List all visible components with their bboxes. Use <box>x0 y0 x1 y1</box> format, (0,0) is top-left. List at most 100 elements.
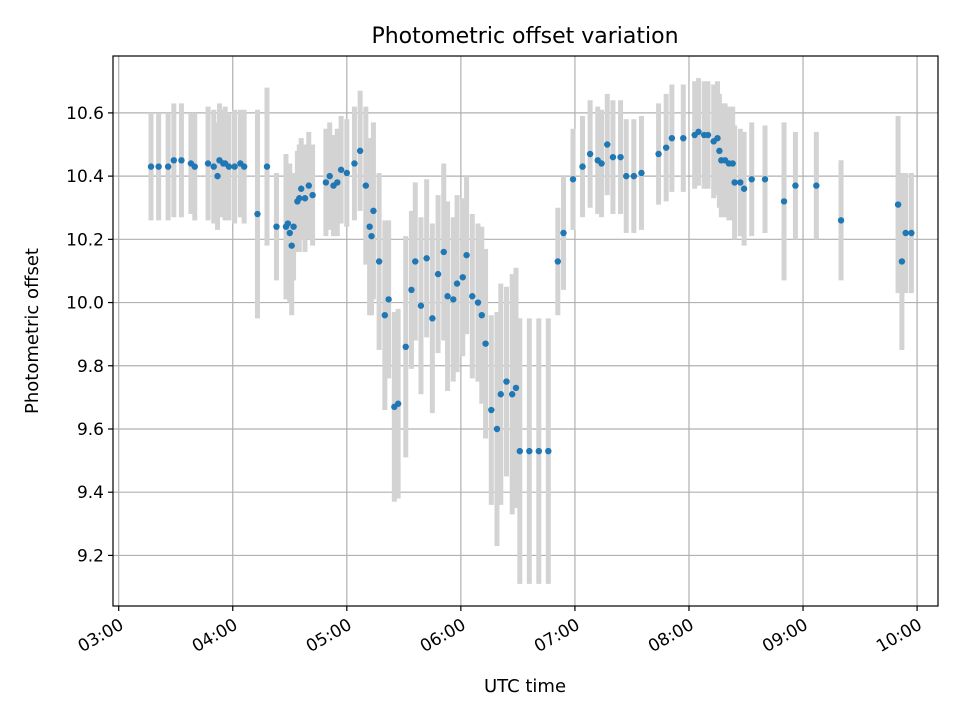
data-point <box>662 144 670 151</box>
data-point <box>309 191 316 199</box>
data-point <box>898 258 906 265</box>
data-point <box>326 172 333 180</box>
error-bars <box>148 78 914 584</box>
data-point <box>434 270 442 278</box>
chart-title: Photometric offset variation <box>371 24 678 49</box>
y-tick-label: 10.2 <box>66 230 104 250</box>
data-point <box>170 157 178 164</box>
data-point <box>908 229 915 237</box>
data-point <box>617 153 624 161</box>
data-point <box>301 195 309 202</box>
data-point <box>554 258 562 265</box>
data-point <box>240 163 248 170</box>
y-tick-label: 10.6 <box>66 104 104 124</box>
x-tick-label: 03:00 <box>75 615 127 657</box>
data-point <box>408 286 415 294</box>
data-point <box>351 160 358 167</box>
data-point <box>459 274 466 281</box>
data-point <box>225 163 233 170</box>
data-point <box>191 163 198 170</box>
data-point <box>305 182 312 189</box>
y-tick-label: 10.4 <box>66 167 104 187</box>
data-point <box>273 223 280 230</box>
x-tick-label: 10:00 <box>873 615 925 657</box>
data-point <box>579 163 586 170</box>
y-tick-label: 9.2 <box>77 546 104 566</box>
x-axis-label: UTC time <box>484 676 566 697</box>
x-tick-label: 06:00 <box>417 615 469 657</box>
data-point <box>368 232 375 240</box>
data-point <box>284 220 292 227</box>
data-point <box>560 229 567 237</box>
data-point <box>440 248 447 256</box>
data-point <box>469 293 476 300</box>
data-point <box>288 242 295 249</box>
data-point <box>545 447 552 455</box>
data-point <box>474 299 482 306</box>
data-point <box>493 425 501 433</box>
data-point <box>394 400 402 407</box>
data-point <box>334 179 341 186</box>
data-point <box>655 150 662 158</box>
data-point <box>695 128 702 136</box>
y-tick-label: 9.8 <box>77 357 104 377</box>
data-point <box>482 340 489 347</box>
y-tick-label: 9.4 <box>77 483 104 503</box>
data-point <box>450 296 457 303</box>
data-point <box>417 302 425 309</box>
data-point <box>412 258 419 265</box>
data-point <box>362 182 370 189</box>
data-point <box>375 258 383 265</box>
data-point <box>290 223 297 230</box>
data-point <box>680 134 687 142</box>
data-point <box>381 311 389 319</box>
data-point <box>370 207 377 215</box>
data-point <box>322 179 330 186</box>
data-point <box>748 176 755 183</box>
data-point <box>668 134 676 142</box>
data-point <box>343 169 351 177</box>
y-tick-label: 9.6 <box>77 420 104 440</box>
data-point <box>902 229 909 237</box>
grid <box>113 56 938 606</box>
data-point <box>214 172 221 180</box>
data-point <box>740 185 748 192</box>
data-point <box>731 179 738 186</box>
data-point <box>478 311 485 319</box>
data-point <box>508 391 516 398</box>
plot-area-frame <box>112 55 939 607</box>
data-point <box>704 131 712 139</box>
data-point <box>463 251 470 259</box>
data-point <box>147 163 155 170</box>
y-axis-label: Photometric offset <box>22 248 43 414</box>
data-point <box>497 391 504 398</box>
data-point <box>263 163 271 170</box>
data-point <box>155 163 162 170</box>
data-point <box>231 163 238 170</box>
data-points <box>147 128 915 455</box>
data-point <box>337 166 345 173</box>
data-point <box>423 255 430 262</box>
data-point <box>586 150 594 158</box>
data-point <box>516 447 523 455</box>
data-point <box>164 163 172 170</box>
data-point <box>402 343 409 351</box>
data-point <box>609 153 617 161</box>
data-point <box>598 160 605 167</box>
x-tick-label: 09:00 <box>759 615 811 657</box>
x-tick-label: 05:00 <box>303 615 355 657</box>
x-axis-ticks: 03:00 04:00 05:00 06:00 07:00 08:00 09:00 10:00 <box>75 606 926 657</box>
data-point <box>792 182 799 189</box>
y-axis-ticks: 9.2 9.4 9.6 9.8 10.0 10.2 10.4 10.6 <box>66 104 113 566</box>
data-point <box>444 293 451 300</box>
data-point <box>604 141 611 148</box>
data-point <box>894 201 902 208</box>
data-point <box>286 229 293 237</box>
data-point <box>837 217 845 224</box>
data-point <box>453 280 461 287</box>
data-point <box>638 169 645 177</box>
data-point <box>429 315 436 322</box>
data-point <box>297 185 305 192</box>
data-point <box>714 134 721 142</box>
